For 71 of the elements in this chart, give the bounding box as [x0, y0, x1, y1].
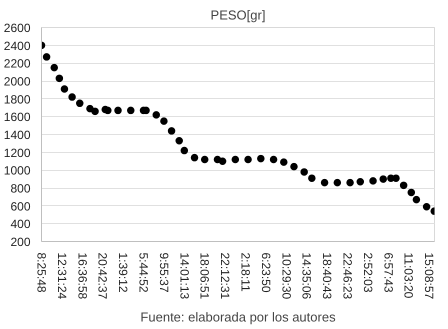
point	[180, 146, 188, 154]
point	[412, 196, 420, 204]
source-note: Fuente: elaborada por los autores	[140, 310, 336, 324]
point	[104, 106, 112, 114]
point	[270, 156, 278, 164]
chart-title: PESO[gr]	[210, 8, 266, 22]
x-tick-label: 22:46:23	[340, 252, 355, 300]
point	[308, 174, 316, 182]
x-tick-label: 6:57:43	[381, 252, 396, 293]
point	[300, 168, 308, 176]
point	[280, 158, 288, 166]
point	[114, 106, 122, 114]
x-tick-label: 18:40:43	[320, 252, 334, 300]
point	[320, 178, 328, 186]
point	[244, 156, 252, 164]
point	[422, 202, 430, 210]
point	[76, 100, 84, 108]
point	[218, 158, 226, 165]
x-tick-label: 16:36:58	[75, 252, 90, 300]
y-tick-label: 2000	[4, 74, 31, 88]
x-tick-label: 5:44:52	[136, 252, 151, 293]
x-tick-label: 14:01:13	[177, 252, 192, 300]
y-tick-label: 1200	[4, 146, 31, 160]
y-tick-label: 2600	[4, 21, 31, 35]
point	[379, 175, 387, 183]
point	[408, 188, 416, 196]
x-tick-label: 6:23:50	[258, 252, 273, 293]
point	[127, 106, 135, 114]
point	[56, 74, 64, 82]
y-tick-label: 1000	[4, 164, 31, 178]
y-tick-label: 200	[10, 235, 31, 249]
x-tick-label: 14:35:06	[300, 252, 314, 300]
x-tick-label: 11:03:20	[402, 252, 416, 299]
point	[42, 53, 50, 61]
point	[68, 93, 76, 101]
y-tick-label: 800	[10, 182, 31, 196]
x-tick-label: 9:55:37	[156, 252, 171, 293]
x-tick-label: 2:52:03	[360, 252, 375, 293]
point	[60, 85, 68, 93]
y-tick-label: 1800	[4, 92, 31, 106]
x-tick-label: 22:12:31	[218, 252, 232, 300]
y-tick-label: 1400	[4, 128, 31, 142]
point	[168, 127, 176, 135]
point	[400, 182, 408, 190]
point	[346, 178, 354, 186]
x-tick-label: 10:29:30	[279, 252, 294, 300]
point	[91, 108, 99, 116]
y-tick-label: 2200	[4, 56, 31, 71]
point	[232, 156, 240, 164]
x-tick-label: 20:42:37	[96, 252, 110, 300]
point	[200, 156, 208, 164]
x-tick-label: 15:08:57	[422, 252, 436, 300]
x-tick-label: 1:39:12	[116, 252, 130, 293]
point	[356, 178, 364, 186]
x-tick-label: 12:31:24	[54, 252, 69, 300]
point	[152, 111, 160, 119]
x-tick-label: 8:25:48	[34, 252, 48, 293]
y-tick-label: 400	[10, 217, 31, 232]
y-tick-label: 2400	[4, 38, 31, 53]
point	[175, 137, 183, 144]
point	[290, 162, 298, 170]
point	[160, 117, 168, 125]
x-tick-label: 2:18:11	[238, 252, 253, 292]
point	[334, 178, 342, 186]
x-tick-label: 18:06:51	[198, 252, 212, 300]
point	[369, 177, 377, 185]
point	[190, 154, 198, 162]
y-tick-label: 1600	[4, 110, 31, 124]
point	[50, 64, 58, 72]
point	[257, 154, 265, 162]
y-tick-label: 600	[10, 199, 31, 214]
